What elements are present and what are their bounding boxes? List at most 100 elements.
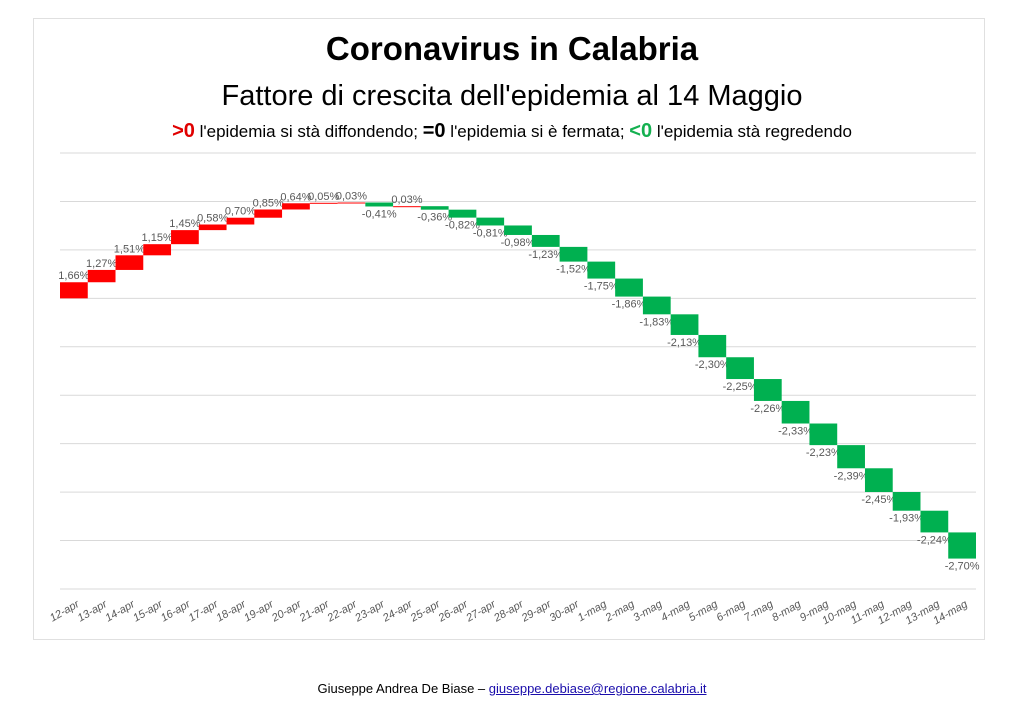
bar-13-mag	[920, 510, 949, 533]
x-tick-label: 7-mag	[742, 598, 776, 624]
bar-25-apr	[420, 206, 449, 210]
data-label: 0,03%	[391, 194, 422, 206]
bar-5-mag	[698, 334, 727, 358]
data-label: 0,05%	[308, 191, 339, 203]
bar-7-mag	[753, 379, 782, 401]
data-label: -0,82%	[445, 220, 480, 232]
bar-1-mag	[587, 261, 616, 279]
bar-30-apr	[559, 246, 588, 262]
bar-16-apr	[171, 230, 199, 245]
x-tick-label: 20-apr	[269, 598, 305, 625]
data-label: 1,51%	[114, 243, 145, 255]
x-tick-label: 17-apr	[187, 598, 222, 625]
data-label: -2,70%	[945, 561, 980, 573]
x-tick-label: 21-apr	[297, 598, 333, 625]
bar-12-mag	[892, 492, 921, 511]
data-label: -2,23%	[806, 447, 841, 459]
data-label: -2,39%	[834, 470, 869, 482]
data-label: -1,52%	[556, 264, 591, 276]
bar-21-apr	[309, 202, 338, 204]
data-label: 1,45%	[169, 218, 200, 230]
bar-12-apr	[60, 282, 88, 299]
bar-15-apr	[143, 244, 172, 256]
bar-20-apr	[282, 203, 310, 210]
data-label: -1,93%	[889, 513, 924, 525]
x-tick-label: 6-mag	[715, 598, 749, 624]
data-label: 0,64%	[280, 191, 311, 203]
legend-zero-symbol: =0	[422, 120, 446, 142]
x-tick-label: 2-mag	[603, 598, 638, 625]
chart-subtitle: Fattore di crescita dell'epidemia al 14 …	[221, 80, 803, 112]
x-tick-label: 26-apr	[436, 598, 472, 625]
bar-14-mag	[948, 532, 976, 559]
x-tick-label: 18-apr	[214, 598, 249, 625]
x-tick-label: 8-mag	[770, 598, 804, 624]
bar-29-apr	[531, 234, 560, 247]
data-label: -2,25%	[723, 381, 758, 393]
data-label: 0,58%	[197, 213, 228, 225]
x-tick-label: 29-apr	[519, 598, 555, 625]
footer: Giuseppe Andrea De Biase – giuseppe.debi…	[0, 681, 1024, 696]
legend-zero-text: l'epidemia si è fermata;	[445, 122, 630, 141]
data-label: -1,23%	[528, 249, 563, 261]
x-tick-label: 12-apr	[48, 598, 83, 625]
data-label: -2,26%	[750, 403, 785, 415]
bar-14-apr	[115, 255, 144, 270]
bar-18-apr	[226, 217, 255, 225]
bar-23-apr	[365, 202, 394, 207]
data-label: 1,66%	[58, 270, 89, 282]
data-label: -2,24%	[917, 534, 952, 546]
legend-positive-symbol: >0	[172, 120, 195, 142]
data-label: -0,81%	[473, 227, 508, 239]
data-label: -1,75%	[584, 281, 619, 293]
data-label: 0,03%	[336, 191, 367, 203]
x-tick-label: 23-apr	[352, 598, 388, 625]
data-label: -2,13%	[667, 337, 702, 349]
footer-author: Giuseppe Andrea De Biase –	[317, 681, 489, 696]
x-tick-label: 13-apr	[76, 598, 111, 625]
x-tick-label: 14-apr	[103, 598, 138, 625]
bar-27-apr	[476, 217, 505, 226]
bar-11-mag	[864, 468, 893, 493]
bar-4-mag	[670, 314, 699, 335]
bar-17-apr	[198, 224, 227, 231]
data-label: 1,15%	[142, 232, 173, 244]
data-label: 0,85%	[253, 197, 284, 209]
data-label: -2,33%	[778, 426, 813, 438]
data-label: -0,36%	[417, 212, 452, 224]
data-label: -0,98%	[501, 237, 536, 249]
data-label: 1,27%	[86, 258, 117, 270]
bar-6-mag	[726, 357, 754, 380]
x-tick-label: 3-mag	[631, 598, 665, 624]
bar-19-apr	[254, 209, 283, 218]
legend-positive-text: l'epidemia si stà diffondendo;	[194, 122, 423, 141]
data-label: -2,30%	[695, 359, 730, 371]
data-label: -2,45%	[861, 494, 896, 506]
bar-10-mag	[837, 445, 865, 469]
bar-13-apr	[87, 269, 116, 283]
x-tick-label: 24-apr	[380, 598, 416, 625]
footer-email-link[interactable]: giuseppe.debiase@regione.calabria.it	[488, 681, 707, 696]
bar-24-apr	[393, 206, 421, 208]
x-tick-label: 1-mag	[576, 598, 610, 624]
x-tick-label: 4-mag	[659, 598, 693, 624]
x-tick-label: 30-apr	[547, 598, 582, 625]
bar-22-apr	[337, 202, 366, 204]
data-label: -1,86%	[612, 299, 647, 311]
bar-26-apr	[448, 209, 477, 218]
x-tick-label: 27-apr	[463, 598, 499, 625]
x-tick-label: 25-apr	[408, 598, 444, 625]
bar-2-mag	[615, 278, 643, 297]
data-label: -1,83%	[639, 316, 674, 328]
data-label: 0,70%	[225, 206, 256, 218]
x-tick-label: 5-mag	[687, 598, 721, 624]
x-tick-label: 15-apr	[131, 598, 166, 625]
data-label: -0,41%	[362, 208, 397, 220]
x-tick-label: 16-apr	[159, 598, 194, 625]
bar-3-mag	[642, 296, 671, 315]
chart-title: Coronavirus in Calabria	[325, 30, 699, 67]
legend-negative-text: l'epidemia stà regredendo	[652, 122, 852, 141]
x-tick-label: 28-apr	[491, 598, 527, 625]
x-tick-label: 22-apr	[325, 598, 361, 625]
